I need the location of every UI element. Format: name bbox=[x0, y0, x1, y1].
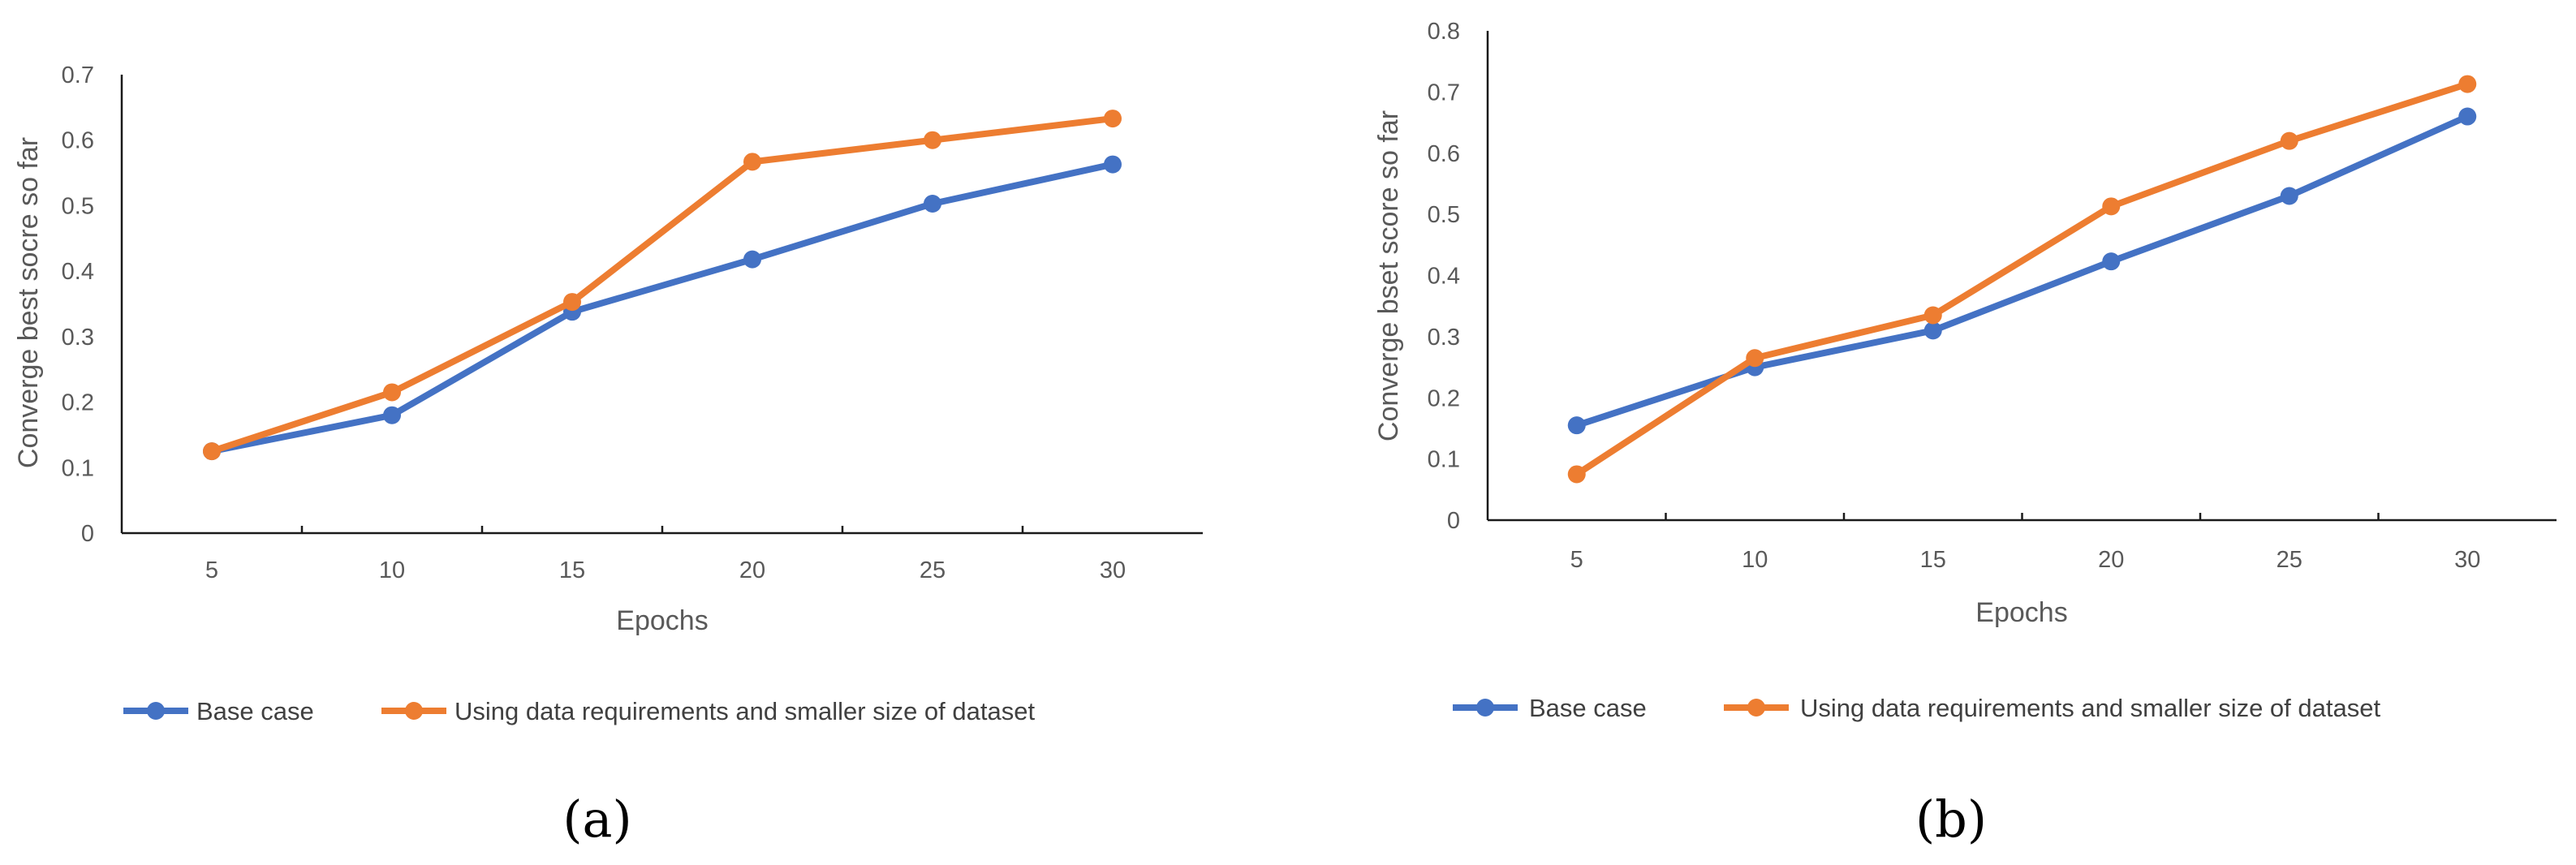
chart-a-legend-label-reduced: Using data requirements and smaller size… bbox=[454, 697, 1035, 725]
chart-b-series-base-line bbox=[1573, 113, 2471, 429]
chart-b-x-tick-label: 5 bbox=[1570, 547, 1583, 573]
chart-b-series-reduced-point bbox=[2280, 131, 2298, 150]
chart-a-series-base-point bbox=[743, 250, 761, 269]
chart-a-series-reduced-point bbox=[743, 153, 761, 171]
chart-a-y-tick-label: 0.4 bbox=[62, 259, 94, 285]
chart-a-series-reduced-point bbox=[563, 293, 581, 312]
chart-b-y-tick-label: 0 bbox=[1447, 508, 1460, 534]
chart-b-marks bbox=[1567, 75, 2477, 484]
chart-a-series-base-point bbox=[383, 406, 401, 424]
chart-b-x-title: Epochs bbox=[1975, 597, 2067, 628]
chart-b-x-tick-label: 30 bbox=[2454, 547, 2480, 573]
chart-a-y-tick-label: 0.3 bbox=[62, 325, 94, 351]
chart-b-x-tick-label: 15 bbox=[1920, 547, 1946, 573]
chart-a-y-tick-label: 0 bbox=[81, 521, 94, 547]
chart-b-legend-marker-reduced bbox=[1747, 699, 1765, 717]
chart-a-legend-marker-reduced bbox=[405, 702, 423, 720]
chart-a-marks bbox=[203, 110, 1122, 461]
chart-a-x-tick-label: 25 bbox=[920, 557, 946, 583]
chart-b-y-tick-label: 0.5 bbox=[1428, 202, 1460, 228]
chart-a-x-tick-label: 5 bbox=[205, 557, 218, 583]
chart-a-x-tick-label: 20 bbox=[739, 557, 765, 583]
chart-b-x-tick-label: 10 bbox=[1742, 547, 1768, 573]
chart-a-x-title: Epochs bbox=[616, 605, 708, 636]
chart-a-gridlayer: 0 0.1 0.2 0.3 0.4 0.5 0.6 0.7 5 10 15 20 25 30 bbox=[62, 62, 1126, 583]
chart-a-series-base-point bbox=[1104, 155, 1122, 174]
chart-a-y-title: Converge best socre so far bbox=[13, 137, 44, 468]
chart-b: 0 0.1 0.2 0.3 0.4 0.5 0.6 0.7 0.8 5 10 15 20 25 30 Epo… bbox=[1373, 19, 2557, 849]
chart-b-x-tick-label: 25 bbox=[2277, 547, 2302, 573]
chart-a-series-reduced-point bbox=[203, 442, 221, 461]
chart-b-y-title: Converge bset score so far bbox=[1373, 110, 1404, 441]
chart-b-y-tick-label: 0.3 bbox=[1428, 325, 1460, 351]
chart-b-series-base-point bbox=[1567, 416, 1586, 435]
chart-b-gridlayer: 0 0.1 0.2 0.3 0.4 0.5 0.6 0.7 0.8 5 10 15 20 25 30 bbox=[1428, 19, 2481, 573]
chart-b-series-base-point bbox=[2102, 252, 2121, 271]
chart-b-legend: Base case Using data requirements and sm… bbox=[1453, 694, 2380, 722]
chart-a-y-tick-label: 0.7 bbox=[62, 62, 94, 88]
chart-a-x-tick-label: 30 bbox=[1100, 557, 1126, 583]
chart-b-series-reduced-point bbox=[1923, 306, 1942, 325]
chart-b-y-tick-label: 0.7 bbox=[1428, 80, 1460, 105]
chart-b-series-reduced-point bbox=[2458, 75, 2477, 93]
chart-b-series-base-point bbox=[2458, 107, 2477, 126]
chart-a-x-tick-label: 15 bbox=[559, 557, 585, 583]
chart-b-legend-label-base: Base case bbox=[1529, 694, 1647, 722]
chart-a-series-reduced-point bbox=[383, 383, 401, 402]
chart-b-y-tick-label: 0.8 bbox=[1428, 19, 1460, 45]
chart-a: 0 0.1 0.2 0.3 0.4 0.5 0.6 0.7 5 10 15 20 25 30 Epochs… bbox=[13, 62, 1203, 849]
chart-b-y-tick-label: 0.2 bbox=[1428, 385, 1460, 411]
chart-a-x-tick-label: 10 bbox=[379, 557, 405, 583]
chart-a-series-base-point bbox=[924, 195, 941, 213]
chart-b-legend-marker-base bbox=[1476, 699, 1494, 717]
chart-b-series-reduced-point bbox=[2102, 197, 2121, 216]
chart-b-y-tick-label: 0.1 bbox=[1428, 447, 1460, 473]
chart-b-series-reduced-point bbox=[1746, 349, 1764, 368]
chart-b-y-tick-label: 0.4 bbox=[1428, 264, 1460, 290]
chart-a-series-reduced-point bbox=[924, 131, 941, 149]
chart-a-legend: Base case Using data requirements and sm… bbox=[123, 697, 1035, 725]
chart-b-series-reduced-point bbox=[1567, 465, 1586, 484]
chart-a-y-tick-label: 0.1 bbox=[62, 455, 94, 481]
chart-a-panel-label: (a) bbox=[562, 790, 631, 849]
chart-a-series-reduced-point bbox=[1104, 110, 1122, 128]
chart-b-panel-label: (b) bbox=[1915, 790, 1987, 849]
chart-b-series-base-point bbox=[1923, 321, 1942, 340]
chart-a-y-tick-label: 0.5 bbox=[62, 193, 94, 219]
chart-b-x-tick-label: 20 bbox=[2098, 547, 2124, 573]
chart-a-series-reduced-line bbox=[209, 115, 1116, 455]
chart-a-y-tick-label: 0.2 bbox=[62, 390, 94, 416]
chart-b-legend-label-reduced: Using data requirements and smaller size… bbox=[1800, 694, 2380, 722]
chart-a-legend-label-base: Base case bbox=[196, 697, 314, 725]
chart-a-series-base-line bbox=[209, 161, 1116, 455]
chart-b-series-reduced-line bbox=[1573, 80, 2471, 478]
chart-b-y-tick-label: 0.6 bbox=[1428, 141, 1460, 167]
chart-a-legend-marker-base bbox=[147, 702, 165, 720]
chart-a-y-tick-label: 0.6 bbox=[62, 128, 94, 154]
chart-b-series-base-point bbox=[2280, 187, 2298, 205]
